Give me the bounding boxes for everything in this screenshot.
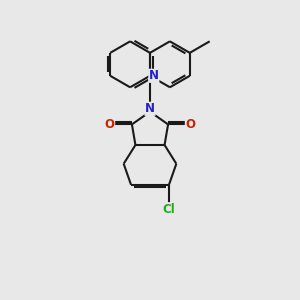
Text: Cl: Cl [163, 203, 175, 216]
Text: O: O [105, 118, 115, 131]
Text: O: O [185, 118, 195, 131]
Text: N: N [145, 102, 155, 115]
Text: N: N [149, 69, 159, 82]
